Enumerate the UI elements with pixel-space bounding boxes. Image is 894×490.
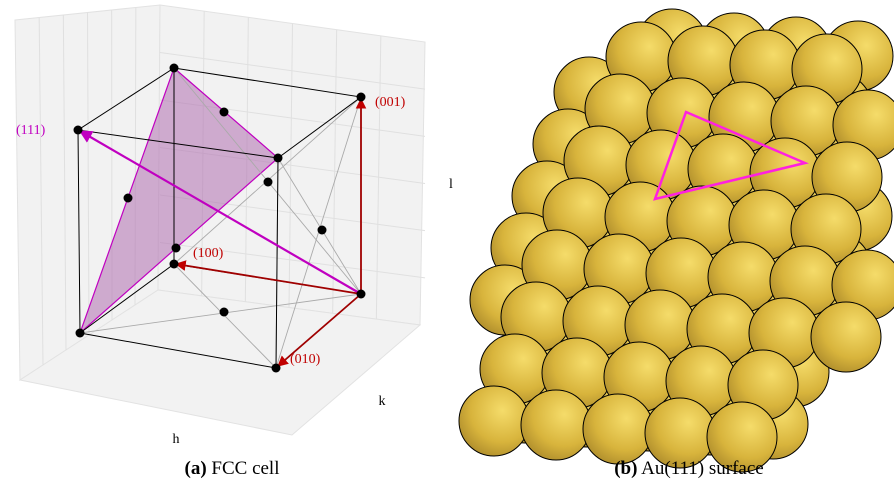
direction-label: (001) — [375, 95, 406, 110]
atom — [357, 93, 366, 102]
atom — [272, 364, 281, 373]
axes-3d — [15, 5, 425, 435]
atom — [357, 290, 366, 299]
atom — [74, 126, 83, 135]
caption-label: (b) — [614, 458, 637, 479]
direction-label: (111) — [16, 123, 46, 138]
gold-sphere — [811, 302, 881, 372]
atom — [220, 308, 229, 317]
atom — [318, 226, 327, 235]
axis-label: h — [173, 432, 180, 447]
atom — [220, 108, 229, 117]
atom — [172, 244, 181, 253]
atom — [274, 154, 283, 163]
figure: (111) (001) (100) (010) h k l (a) FCC ce… — [0, 0, 894, 490]
axis-label: l — [449, 177, 453, 192]
caption-text: Au(111) surface — [641, 458, 764, 479]
caption: (b) Au(111) surface — [614, 458, 764, 479]
gold-sphere — [521, 390, 591, 460]
direction-label: (100) — [193, 246, 224, 261]
atom — [170, 64, 179, 73]
gold-sphere — [583, 394, 653, 464]
direction-label: (010) — [290, 352, 321, 367]
atom — [124, 194, 133, 203]
atom — [170, 260, 179, 269]
caption-text: FCC cell — [211, 458, 279, 479]
atom — [76, 329, 85, 338]
caption-label: (a) — [185, 458, 207, 479]
caption: (a) FCC cell — [185, 458, 280, 479]
sphere-packing — [459, 9, 894, 472]
axis-label: k — [379, 394, 386, 409]
atom — [264, 178, 273, 187]
gold-sphere — [459, 386, 529, 456]
